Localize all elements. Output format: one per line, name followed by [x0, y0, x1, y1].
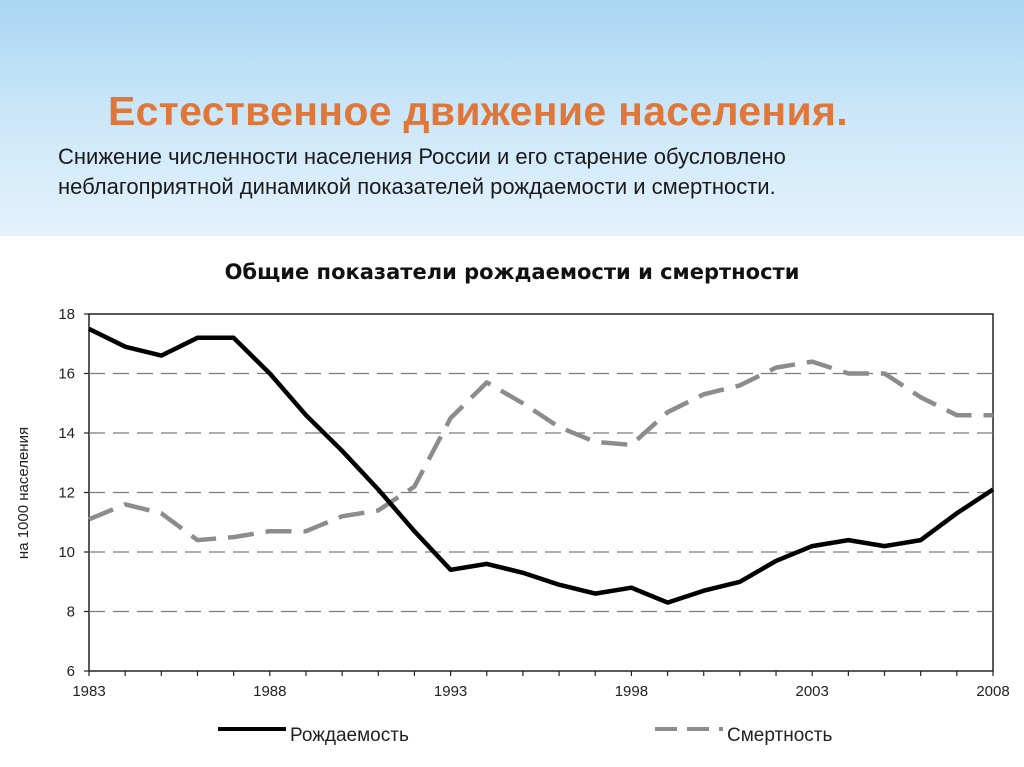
y-tick-label: 12 [58, 485, 75, 502]
chart-area: Общие показатели рождаемости и смертност… [0, 236, 1024, 767]
gridlines [89, 372, 993, 613]
chart-title: Общие показатели рождаемости и смертност… [225, 260, 800, 284]
slide-header: Естественное движение населения. Снижени… [0, 0, 1024, 236]
death-rate-line [88, 359, 993, 543]
slide-subtitle: Снижение численности населения России и … [58, 144, 786, 199]
y-tick-label: 14 [58, 425, 75, 442]
series-lines [88, 326, 995, 605]
x-tick-label: 2003 [796, 683, 829, 700]
birth-rate-line [88, 326, 995, 605]
y-axis-label: на 1000 населения [15, 427, 32, 559]
x-tick-label: 1993 [434, 683, 467, 700]
y-tick-label: 18 [58, 306, 75, 323]
x-tick-label: 2008 [976, 683, 1009, 700]
x-axis-ticks: 1983 1988 1993 1998 2003 2008 [72, 671, 1010, 700]
y-tick-label: 10 [58, 544, 75, 561]
legend-birth-label: Рождаемость [290, 725, 409, 746]
y-tick-label: 16 [58, 366, 75, 383]
x-tick-label: 1988 [253, 683, 286, 700]
y-tick-label: 8 [67, 604, 75, 621]
x-tick-label: 1983 [72, 683, 105, 700]
y-axis-ticks: 6 8 10 12 14 16 18 [58, 306, 89, 680]
slide-title: Естественное движение населения. [108, 88, 848, 134]
legend: Рождаемость Смертность [218, 725, 832, 746]
legend-death-label: Смертность [727, 725, 832, 746]
x-tick-label: 1998 [615, 683, 648, 700]
y-tick-label: 6 [67, 663, 75, 680]
line-chart: Общие показатели рождаемости и смертност… [15, 260, 1010, 746]
